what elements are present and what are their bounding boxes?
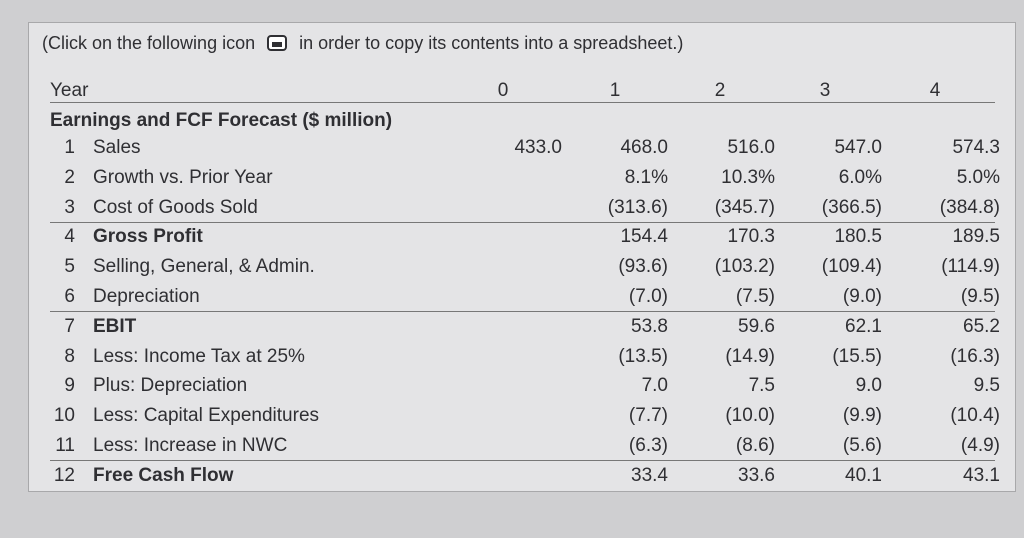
cell: (13.5) (618, 345, 668, 367)
row-number: 4 (64, 226, 75, 248)
cell: 189.5 (952, 226, 1000, 248)
header-cell: 2 (714, 80, 726, 101)
cell: 433.0 (514, 137, 562, 158)
cell: (103.2) (714, 256, 775, 278)
row-label: Sales (93, 137, 141, 158)
header-cell: 4 (929, 80, 941, 101)
cell: (10.0) (725, 405, 775, 427)
row-number: 1 (64, 137, 75, 158)
cell: 154.4 (620, 226, 668, 248)
cell: 180.5 (834, 226, 882, 248)
row-label: EBIT (93, 315, 137, 337)
cell: 59.6 (738, 315, 775, 337)
rule (50, 221, 995, 223)
cell: (109.4) (821, 256, 882, 278)
cell: 547.0 (834, 137, 882, 158)
row-label: Gross Profit (93, 226, 203, 248)
row-number: 6 (64, 286, 75, 307)
header-cell: 1 (609, 80, 621, 101)
cell: 40.1 (845, 464, 882, 486)
cell: 9.5 (973, 375, 1000, 397)
row-number: 8 (64, 345, 75, 367)
rule (50, 460, 995, 461)
row-number: 11 (55, 435, 75, 456)
cell: 574.3 (952, 137, 1000, 158)
cell: (8.6) (735, 435, 775, 456)
section-title: Earnings and FCF Forecast ($ million) (50, 110, 393, 131)
cell: (345.7) (714, 196, 775, 218)
row-number: 2 (64, 166, 75, 188)
cell: (7.5) (735, 286, 775, 307)
copy-icon[interactable] (266, 34, 288, 52)
row-number: 9 (64, 375, 75, 397)
cell: 53.8 (631, 315, 668, 337)
cell: 170.3 (727, 226, 775, 248)
row-number: 12 (53, 464, 75, 486)
header-label: Year (50, 80, 89, 101)
cell: (366.5) (821, 196, 882, 218)
cell: (114.9) (941, 256, 1000, 278)
cell: (10.4) (950, 405, 1000, 427)
cell: 8.1% (624, 166, 668, 188)
row-label: Free Cash Flow (93, 464, 234, 486)
cell: (93.6) (618, 256, 668, 278)
cell: (9.9) (842, 405, 882, 427)
cell: (7.7) (628, 405, 668, 427)
row-label: Less: Income Tax at 25% (93, 345, 305, 367)
row-label: Depreciation (93, 286, 200, 307)
cell: (313.6) (607, 196, 668, 218)
cell: 33.6 (738, 464, 775, 486)
cell: 7.5 (748, 375, 775, 397)
row-number: 3 (64, 196, 75, 218)
header-cell: 3 (819, 80, 831, 101)
row-label: Selling, General, & Admin. (93, 256, 315, 278)
header-cell: 0 (497, 80, 509, 101)
rule (50, 102, 995, 103)
cell: (6.3) (628, 435, 668, 456)
cell: (14.9) (725, 345, 775, 367)
cell: (7.0) (628, 286, 668, 307)
cell: 516.0 (727, 137, 775, 158)
cell: 5.0% (956, 166, 1000, 188)
cell: 65.2 (963, 315, 1000, 337)
row-label: Less: Increase in NWC (93, 435, 288, 456)
row-number: 10 (53, 405, 75, 427)
row-label: Growth vs. Prior Year (93, 166, 273, 188)
cell: 468.0 (620, 137, 668, 158)
cell: (9.0) (842, 286, 882, 307)
row-number: 5 (64, 256, 75, 278)
row-label: Less: Capital Expenditures (93, 405, 320, 427)
rule (50, 311, 995, 312)
cell: (384.8) (939, 196, 1000, 218)
cell: (5.6) (842, 435, 882, 456)
note-text: in order to copy its contents into a spr… (299, 33, 684, 53)
cell: 6.0% (838, 166, 882, 188)
cell: 62.1 (845, 315, 882, 337)
cell: 33.4 (631, 464, 668, 486)
cell: (9.5) (960, 286, 1000, 307)
cell: (15.5) (832, 345, 882, 367)
row-label: Plus: Depreciation (93, 375, 248, 397)
cell: (16.3) (950, 345, 1000, 367)
row-label: Cost of Goods Sold (93, 196, 258, 218)
cell: 10.3% (721, 166, 775, 188)
cell: (4.9) (960, 435, 1000, 456)
note: (Click on the following icon in order to… (42, 29, 683, 57)
cell: 43.1 (963, 464, 1000, 486)
row-number: 7 (64, 315, 75, 337)
cell: 7.0 (641, 375, 668, 397)
cell: 9.0 (855, 375, 882, 397)
panel (28, 22, 1016, 492)
note-text: (Click on the following icon (42, 33, 256, 53)
